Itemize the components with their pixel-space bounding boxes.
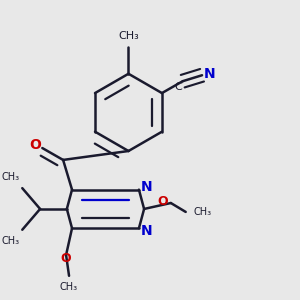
Text: CH₃: CH₃ [1,236,19,246]
Text: O: O [61,252,71,265]
Text: N: N [140,180,152,194]
Text: CH₃: CH₃ [118,31,139,41]
Text: N: N [204,67,215,81]
Text: N: N [140,224,152,238]
Text: CH₃: CH₃ [1,172,19,182]
Text: O: O [29,138,41,152]
Text: CH₃: CH₃ [193,207,211,217]
Text: O: O [157,195,168,208]
Text: CH₃: CH₃ [60,282,78,292]
Text: C: C [174,82,182,92]
